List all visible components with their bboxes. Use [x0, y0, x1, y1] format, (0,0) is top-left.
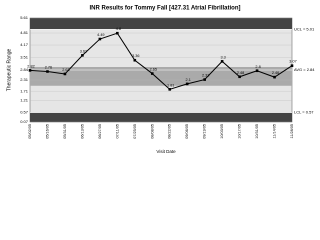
data-label: 2.33 — [202, 74, 209, 78]
data-label: 4.49 — [97, 33, 104, 37]
data-label: 1.81 — [167, 83, 174, 87]
chart: INR Results for Tommy Fall [427.31 Atria… — [6, 5, 316, 155]
x-tick-label: 10/17/05 — [238, 124, 242, 139]
y-tick-label: 5.61 — [20, 15, 29, 20]
data-label: 3.62 — [80, 49, 87, 53]
marker — [168, 88, 172, 91]
y-tick-label: 3.51 — [20, 54, 29, 59]
data-label: 2.76 — [45, 66, 52, 70]
data-label: 2.46 — [272, 71, 279, 75]
y-tick-label: 2.84 — [20, 67, 29, 72]
y-tick-label: 4.17 — [20, 42, 29, 47]
marker — [290, 64, 294, 67]
marker — [98, 37, 102, 41]
x-tick-label: 08/08/05 — [150, 124, 154, 139]
marker — [185, 82, 189, 86]
reference-label: UCL = 5.01 — [294, 26, 315, 31]
data-label: 2.48 — [237, 71, 244, 75]
data-label: 2.1 — [186, 78, 191, 82]
reference-label: LCL = 0.57 — [294, 110, 314, 115]
data-label: 2.8 — [255, 65, 260, 69]
x-tick-label: 06/27/05 — [98, 124, 102, 139]
y-tick-label: 0.07 — [20, 119, 29, 124]
marker — [116, 31, 119, 35]
data-label: 2.65 — [150, 68, 157, 72]
x-tick-label: 05/02/05 — [28, 124, 32, 139]
marker — [273, 75, 276, 79]
out-of-control-zone — [30, 18, 292, 30]
marker — [46, 70, 49, 73]
x-tick-label: 05/16/05 — [45, 124, 49, 139]
chart-title: INR Results for Tommy Fall [427.31 Atria… — [89, 6, 240, 12]
x-tick-label: 05/31/05 — [63, 124, 67, 139]
x-tick-label: 07/25/05 — [133, 124, 137, 139]
x-tick-label: 11/14/05 — [273, 124, 277, 139]
marker — [81, 54, 84, 57]
x-tick-label: 09/06/05 — [185, 124, 189, 139]
marker — [220, 60, 224, 63]
data-label: 3.3 — [220, 55, 225, 59]
x-tick-label: 11/28/05 — [290, 124, 294, 139]
marker — [133, 58, 137, 62]
x-tick-label: 06/13/05 — [80, 124, 84, 139]
data-label: 2.63 — [62, 68, 69, 72]
x-tick-label: 07/11/05 — [115, 124, 119, 138]
y-tick-label: 1.71 — [20, 88, 29, 93]
data-label: 4.8 — [116, 27, 121, 31]
therapeutic-range — [30, 66, 292, 86]
line — [29, 32, 293, 90]
reference-label: AVG = 2.84 — [294, 67, 315, 72]
x-tick-label: 10/31/05 — [255, 124, 259, 139]
marker — [238, 75, 241, 79]
marker — [150, 72, 154, 75]
data-label: 3.07 — [289, 60, 296, 64]
x-tick-label: 08/22/05 — [168, 124, 172, 139]
y-tick-label: 1.21 — [20, 98, 29, 103]
out-of-control-zone — [30, 112, 292, 122]
y-tick-label: 2.31 — [20, 77, 29, 82]
x-axis-label: Visit Date — [156, 149, 176, 154]
marker — [255, 69, 259, 73]
x-tick-label: 09/19/05 — [203, 124, 207, 139]
y-axis-label: Therapeutic Range — [6, 49, 12, 92]
marker — [28, 69, 32, 72]
data-label: 3.36 — [132, 54, 139, 58]
y-tick-label: 4.81 — [20, 30, 29, 35]
x-tick-label: 10/03/05 — [220, 124, 224, 139]
data-label: 2.82 — [27, 64, 34, 68]
y-tick-label: 0.57 — [20, 110, 29, 115]
marker — [63, 72, 67, 76]
marker — [203, 78, 206, 81]
